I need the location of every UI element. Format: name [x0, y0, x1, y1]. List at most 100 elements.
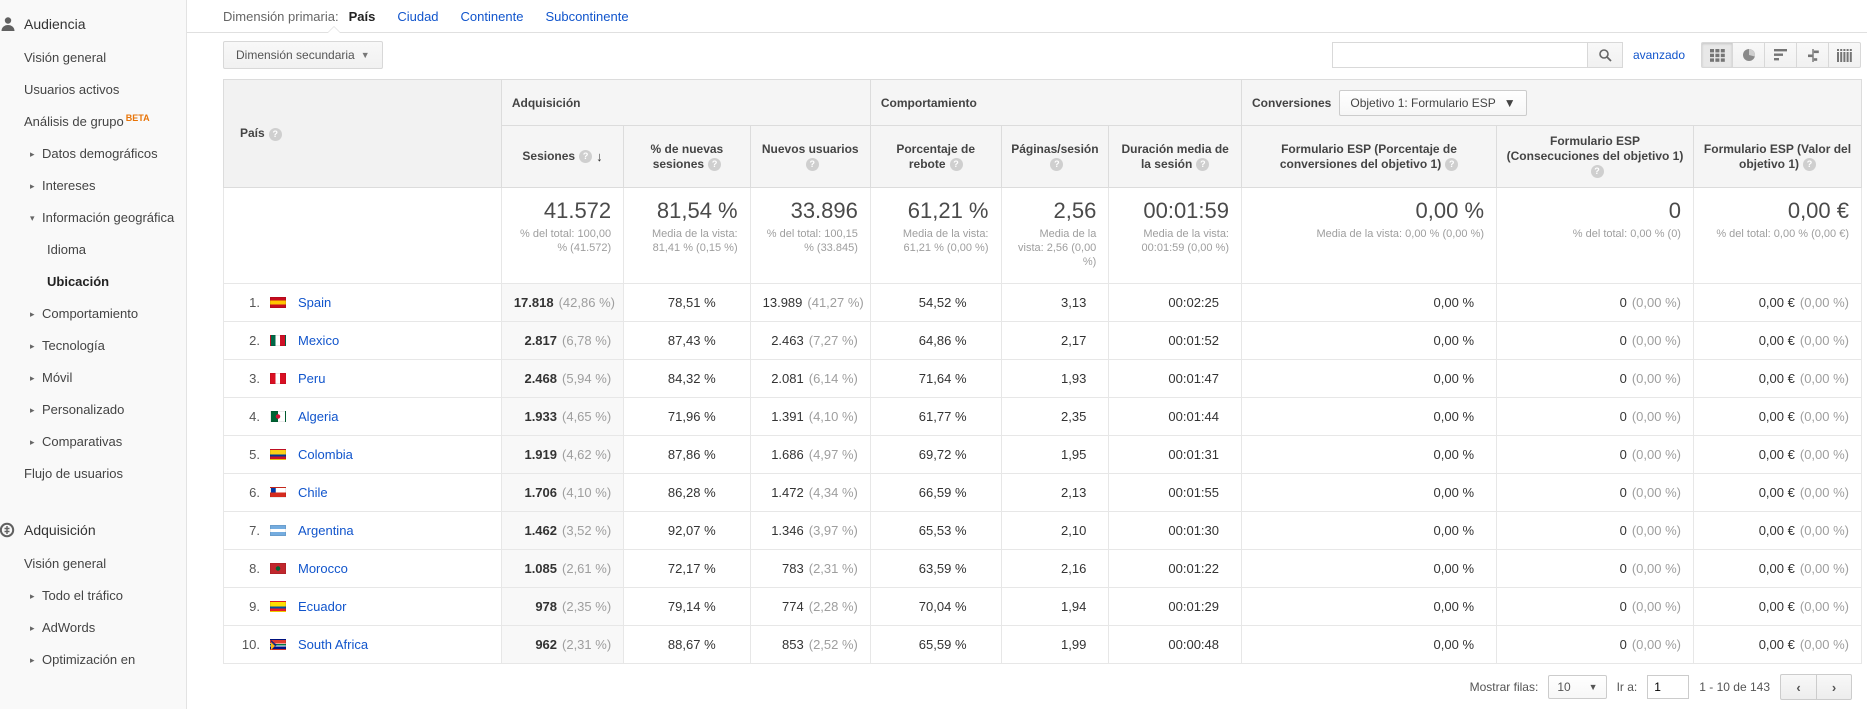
search-button[interactable]: [1586, 42, 1623, 68]
goto-page-input[interactable]: [1647, 675, 1690, 699]
goal-completions-cell: 0 (0,00 %): [1496, 511, 1694, 550]
row-rank: 6.: [249, 485, 260, 500]
sidebar-item-flujo-de-usuarios[interactable]: Flujo de usuarios: [0, 458, 186, 490]
goal-conv-rate-column-header[interactable]: Formulario ESP (Porcentaje de conversion…: [1240, 125, 1498, 188]
country-link[interactable]: Algeria: [298, 409, 339, 424]
table-row: 6. Chile 1.706 (4,10 %) 86,28 % 1.472 (4,34…: [223, 473, 1863, 512]
expand-arrow-icon: ▸: [30, 309, 35, 319]
sidebar-section-acquisition[interactable]: Adquisición: [0, 512, 186, 548]
table-row: 4. Algeria 1.933 (4,65 %) 71,96 % 1.391 (4,…: [223, 397, 1863, 436]
country-link[interactable]: Peru: [298, 371, 326, 386]
sidebar-item-datos-demográficos[interactable]: ▸ Datos demográficos: [0, 138, 186, 170]
goal-selector-dropdown[interactable]: Objetivo 1: Formulario ESP ▼: [1339, 89, 1527, 116]
bounce-rate-cell: 54,52 %: [869, 283, 1002, 322]
pivot-view-button[interactable]: [1829, 42, 1861, 68]
dimension-tabs: País Ciudad Continente Subcontinente: [349, 9, 651, 24]
help-icon[interactable]: ?: [1590, 165, 1604, 179]
sidebar-item-tecnología[interactable]: ▸ Tecnología: [0, 330, 186, 362]
country-link[interactable]: Colombia: [298, 447, 353, 462]
expand-arrow-icon: ▸: [30, 655, 35, 665]
country-link[interactable]: Spain: [298, 295, 332, 310]
dimension-tab-subcontinente[interactable]: Subcontinente: [545, 8, 629, 24]
expand-arrow-icon: ▸: [30, 591, 35, 601]
goal-value-column-header[interactable]: Formulario ESP (Valor del objetivo 1)?: [1692, 125, 1863, 188]
rows-per-page-select[interactable]: 10 ▼: [1548, 675, 1607, 699]
sidebar-item-información-geográfica[interactable]: ▾ Información geográfica: [0, 202, 186, 234]
expand-arrow-icon: ▸: [30, 181, 35, 191]
country-link[interactable]: South Africa: [298, 637, 369, 652]
comparison-view-button[interactable]: [1797, 42, 1829, 68]
help-icon[interactable]: ?: [949, 157, 963, 171]
dimension-tab-ciudad[interactable]: Ciudad: [397, 8, 439, 24]
help-icon[interactable]: ?: [1050, 157, 1064, 171]
goal-conv-rate-cell: 0,00 %: [1240, 321, 1498, 360]
country-link[interactable]: Argentina: [298, 523, 354, 538]
help-icon[interactable]: ?: [1196, 157, 1210, 171]
summary-new-users: 33.896% del total: 100,15 % (33.845): [749, 187, 871, 284]
search-input[interactable]: [1331, 42, 1587, 68]
advanced-search-link[interactable]: avanzado: [1632, 48, 1685, 62]
sessions-column-header[interactable]: Sesiones? ↓: [500, 125, 625, 188]
sidebar-item-análisis-de-grupo[interactable]: Análisis de grupo BETA: [0, 106, 186, 138]
help-icon[interactable]: ?: [1445, 157, 1459, 171]
help-icon[interactable]: ?: [1803, 157, 1816, 171]
new-sessions-column-header[interactable]: % de nuevas sesiones?: [623, 125, 751, 188]
sidebar-item-móvil[interactable]: ▸ Móvil: [0, 362, 186, 394]
performance-view-button[interactable]: [1765, 42, 1797, 68]
sessions-cell: 1.085 (2,61 %): [500, 549, 625, 588]
help-icon[interactable]: ?: [268, 127, 282, 141]
help-icon[interactable]: ?: [579, 150, 593, 164]
sidebar-item-todo-el-tráfico[interactable]: ▸ Todo el tráfico: [0, 580, 186, 612]
sidebar-item-visión-general[interactable]: Visión general: [0, 42, 186, 74]
sidebar-item-optimización-en[interactable]: ▸ Optimización en: [0, 644, 186, 676]
dimension-tab-continente[interactable]: Continente: [460, 8, 524, 24]
sidebar-item-ubicación[interactable]: Ubicación: [0, 266, 186, 298]
sidebar: Audiencia Visión general Usuarios activo…: [0, 0, 187, 709]
sidebar-item-comparativas[interactable]: ▸ Comparativas: [0, 426, 186, 458]
avg-duration-column-header[interactable]: Duración media de la sesión?: [1108, 125, 1242, 188]
sidebar-item-label: Análisis de grupo: [24, 114, 124, 129]
goal-value-cell: 0,00 € (0,00 %): [1692, 625, 1863, 664]
country-column-header[interactable]: País?: [223, 79, 502, 188]
avg-duration-cell: 00:01:47: [1108, 359, 1242, 398]
secondary-dimension-button[interactable]: Dimensión secundaria ▼: [223, 41, 383, 69]
country-link[interactable]: Morocco: [298, 561, 348, 576]
help-icon[interactable]: ?: [805, 157, 819, 171]
expand-arrow-icon: ▸: [30, 373, 35, 383]
new-users-cell: 853 (2,52 %): [749, 625, 871, 664]
percentage-view-button[interactable]: [1733, 42, 1765, 68]
sessions-cell: 1.919 (4,62 %): [500, 435, 625, 474]
sidebar-item-visión-general[interactable]: Visión general: [0, 548, 186, 580]
pages-session-cell: 2,16: [1000, 549, 1110, 588]
pages-session-column-header[interactable]: Páginas/sesión?: [1000, 125, 1110, 188]
pagination-bar: Mostrar filas: 10 ▼ Ir a: 1 - 10 de 143 …: [223, 664, 1862, 700]
new-users-column-header[interactable]: Nuevos usuarios?: [749, 125, 871, 188]
chevron-right-icon: ›: [1831, 679, 1837, 695]
sidebar-section-audience[interactable]: Audiencia: [0, 6, 186, 42]
table-view-button[interactable]: [1701, 42, 1733, 68]
sidebar-item-intereses[interactable]: ▸ Intereses: [0, 170, 186, 202]
sidebar-item-comportamiento[interactable]: ▸ Comportamiento: [0, 298, 186, 330]
sidebar-item-idioma[interactable]: Idioma: [0, 234, 186, 266]
row-rank: 1.: [249, 295, 260, 310]
help-icon[interactable]: ?: [708, 157, 722, 171]
bounce-rate-column-header[interactable]: Porcentaje de rebote?: [869, 125, 1002, 188]
pages-session-cell: 1,99: [1000, 625, 1110, 664]
goal-value-cell: 0,00 € (0,00 %): [1692, 359, 1863, 398]
next-page-button[interactable]: ›: [1816, 674, 1852, 700]
dimension-tab-país[interactable]: País: [348, 8, 376, 24]
goal-completions-cell: 0 (0,00 %): [1496, 397, 1694, 436]
country-cell: 6. Chile: [223, 473, 502, 512]
country-link[interactable]: Chile: [298, 485, 328, 500]
goal-completions-column-header[interactable]: Formulario ESP (Consecuciones del objeti…: [1496, 125, 1694, 188]
sidebar-item-adwords[interactable]: ▸ AdWords: [0, 612, 186, 644]
main-content: Dimensión primaria: País Ciudad Continente…: [187, 0, 1867, 709]
country-link[interactable]: Ecuador: [298, 599, 347, 614]
sidebar-item-usuarios-activos[interactable]: Usuarios activos: [0, 74, 186, 106]
country-link[interactable]: Mexico: [298, 333, 340, 348]
sidebar-item-label: Usuarios activos: [24, 82, 120, 97]
previous-page-button[interactable]: ‹: [1780, 674, 1816, 700]
pagination-buttons: ‹ ›: [1780, 674, 1852, 700]
sidebar-item-personalizado[interactable]: ▸ Personalizado: [0, 394, 186, 426]
flag-algeria-icon: [270, 411, 286, 422]
